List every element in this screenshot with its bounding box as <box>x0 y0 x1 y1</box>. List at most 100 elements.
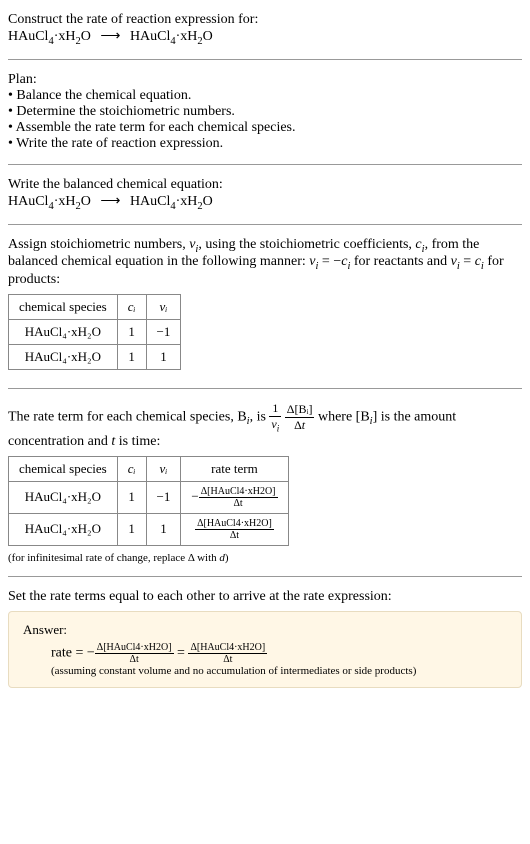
reactant-hydrate: ·xH <box>54 29 76 44</box>
rate-frac-neg: Δ[HAuCl4·xH2O]Δt <box>95 642 174 665</box>
rate-prefix: rate = − <box>51 645 95 660</box>
col-nui: νᵢ <box>146 456 181 481</box>
assign-text: , using the stoichiometric coefficients, <box>198 237 415 252</box>
rateterm-table: chemical species cᵢ νᵢ rate term HAuCl₄·… <box>8 456 289 546</box>
frac-den: Δt <box>95 654 174 665</box>
reactant-base: HAuCl <box>8 194 48 209</box>
arrow-icon: ⟶ <box>94 29 126 44</box>
setequal-text: Set the rate terms equal to each other t… <box>8 589 522 605</box>
divider <box>8 164 522 165</box>
plan-heading: Plan: <box>8 72 522 88</box>
assign-section: Assign stoichiometric numbers, νi, using… <box>8 229 522 385</box>
plan-item: • Balance the chemical equation. <box>8 88 522 104</box>
nui-label: νᵢ <box>160 461 168 476</box>
col-rateterm: rate term <box>181 456 288 481</box>
divider <box>8 224 522 225</box>
rt-text: , is <box>250 410 270 425</box>
col-ci: cᵢ <box>117 295 146 320</box>
frac-num: Δ[HAuCl4·xH2O] <box>195 518 274 530</box>
frac-num: 1 <box>269 401 281 417</box>
product-base: HAuCl <box>130 29 170 44</box>
t-symbol: t <box>302 418 305 432</box>
rate-frac-pos: Δ[HAuCl4·xH2O]Δt <box>188 642 267 665</box>
col-species: chemical species <box>9 456 118 481</box>
cell-nui: −1 <box>146 320 181 345</box>
cell-species: HAuCl₄·xH₂O <box>9 320 118 345</box>
reactant-tail: O <box>81 194 91 209</box>
balanced-section: Write the balanced chemical equation: HA… <box>8 169 522 220</box>
cell-nui: −1 <box>146 481 181 513</box>
prompt-section: Construct the rate of reaction expressio… <box>8 4 522 55</box>
table-row: HAuCl₄·xH₂O 1 −1 <box>9 320 181 345</box>
product-hydrate: ·xH <box>176 194 198 209</box>
answer-expression: rate = −Δ[HAuCl4·xH2O]Δt = Δ[HAuCl4·xH2O… <box>23 642 507 665</box>
assign-text: for reactants and <box>350 254 450 269</box>
cell-rateterm: Δ[HAuCl4·xH2O]Δt <box>181 513 288 545</box>
plan-item: • Assemble the rate term for each chemic… <box>8 120 522 136</box>
product-hydrate: ·xH <box>176 29 198 44</box>
arrow-icon: ⟶ <box>94 194 126 209</box>
table-row: HAuCl₄·xH₂O 1 1 <box>9 345 181 370</box>
frac-num: Δ[HAuCl4·xH2O] <box>199 486 278 498</box>
cell-ci: 1 <box>117 345 146 370</box>
eq-sign: = <box>174 645 189 660</box>
cell-species: HAuCl₄·xH₂O <box>9 345 118 370</box>
product-tail: O <box>203 29 213 44</box>
answer-label: Answer: <box>23 622 507 638</box>
product-base: HAuCl <box>130 194 170 209</box>
rel-op: = <box>460 254 475 269</box>
answer-assumption: (assuming constant volume and no accumul… <box>23 665 507 677</box>
nui-label: νᵢ <box>160 299 168 314</box>
rt-sign: − <box>191 488 198 503</box>
rt-frac: Δ[HAuCl4·xH2O]Δt <box>195 518 274 541</box>
rateterm-section: The rate term for each chemical species,… <box>8 393 522 571</box>
table-row: HAuCl₄·xH₂O 1 −1 −Δ[HAuCl4·xH2O]Δt <box>9 481 289 513</box>
frac-dB-dt: Δ[Bᵢ] Δt <box>285 402 315 433</box>
rt-text: The rate term for each chemical species,… <box>8 410 247 425</box>
frac-den: Δt <box>195 530 274 541</box>
cell-species: HAuCl₄·xH₂O <box>9 481 118 513</box>
reactant-hydrate: ·xH <box>54 194 76 209</box>
frac-den: Δt <box>188 654 267 665</box>
ci-label: cᵢ <box>128 299 136 314</box>
divider <box>8 388 522 389</box>
prompt-line1: Construct the rate of reaction expressio… <box>8 12 522 28</box>
nu-sub: i <box>277 424 280 434</box>
cell-ci: 1 <box>117 513 146 545</box>
ci-label: cᵢ <box>128 461 136 476</box>
footnote: (for infinitesimal rate of change, repla… <box>8 552 522 564</box>
table-header-row: chemical species cᵢ νᵢ rate term <box>9 456 289 481</box>
reactant-base: HAuCl <box>8 29 48 44</box>
cell-rateterm: −Δ[HAuCl4·xH2O]Δt <box>181 481 288 513</box>
answer-box: Answer: rate = −Δ[HAuCl4·xH2O]Δt = Δ[HAu… <box>8 611 522 688</box>
prompt-equation: HAuCl4·xH2O ⟶ HAuCl4·xH2O <box>8 28 522 47</box>
cell-nui: 1 <box>146 513 181 545</box>
cell-ci: 1 <box>117 320 146 345</box>
reactant-tail: O <box>81 29 91 44</box>
stoich-table: chemical species cᵢ νᵢ HAuCl₄·xH₂O 1 −1 … <box>8 294 181 370</box>
rt-frac: Δ[HAuCl4·xH2O]Δt <box>199 486 278 509</box>
frac-num: Δ[HAuCl4·xH2O] <box>95 642 174 654</box>
divider <box>8 576 522 577</box>
product-tail: O <box>203 194 213 209</box>
frac-num: Δ[Bᵢ] <box>285 402 315 418</box>
table-row: HAuCl₄·xH₂O 1 1 Δ[HAuCl4·xH2O]Δt <box>9 513 289 545</box>
cell-ci: 1 <box>117 481 146 513</box>
frac-num: Δ[HAuCl4·xH2O] <box>188 642 267 654</box>
col-nui: νᵢ <box>146 295 181 320</box>
plan-item: • Write the rate of reaction expression. <box>8 136 522 152</box>
plan-section: Plan: • Balance the chemical equation. •… <box>8 64 522 160</box>
frac-den: Δt <box>285 418 315 433</box>
rt-text: where [B <box>318 410 370 425</box>
frac-den: νi <box>269 417 281 433</box>
rel-op: = − <box>318 254 341 269</box>
frac-one-over-nu: 1 νi <box>269 401 281 433</box>
balanced-equation: HAuCl4·xH2O ⟶ HAuCl4·xH2O <box>8 193 522 212</box>
cell-nui: 1 <box>146 345 181 370</box>
assign-text: Assign stoichiometric numbers, <box>8 237 189 252</box>
table-header-row: chemical species cᵢ νᵢ <box>9 295 181 320</box>
balanced-heading: Write the balanced chemical equation: <box>8 177 522 193</box>
frac-den: Δt <box>199 498 278 509</box>
plan-item: • Determine the stoichiometric numbers. <box>8 104 522 120</box>
cell-species: HAuCl₄·xH₂O <box>9 513 118 545</box>
